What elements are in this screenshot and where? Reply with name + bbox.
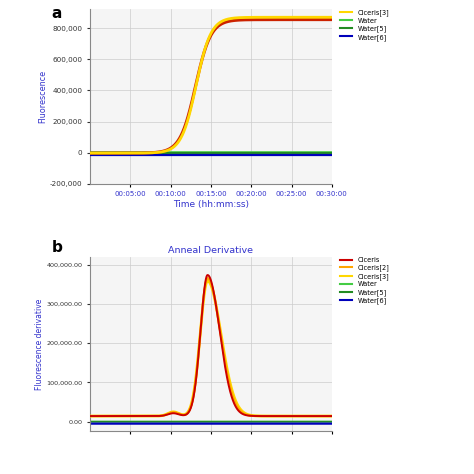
Y-axis label: Fluorescence derivative: Fluorescence derivative	[35, 299, 44, 390]
Text: a: a	[51, 6, 62, 21]
Text: b: b	[51, 239, 62, 255]
X-axis label: Time (hh:mm:ss): Time (hh:mm:ss)	[173, 200, 249, 209]
Legend: Ciceris, Ciceris[2], Ciceris[3], Water, Water[5], Water[6]: Ciceris, Ciceris[2], Ciceris[3], Water, …	[340, 257, 389, 304]
Legend: Ciceris[3], Water, Water[5], Water[6]: Ciceris[3], Water, Water[5], Water[6]	[340, 9, 389, 41]
Y-axis label: Fluorescence: Fluorescence	[38, 70, 47, 123]
Title: Anneal Derivative: Anneal Derivative	[168, 246, 254, 255]
